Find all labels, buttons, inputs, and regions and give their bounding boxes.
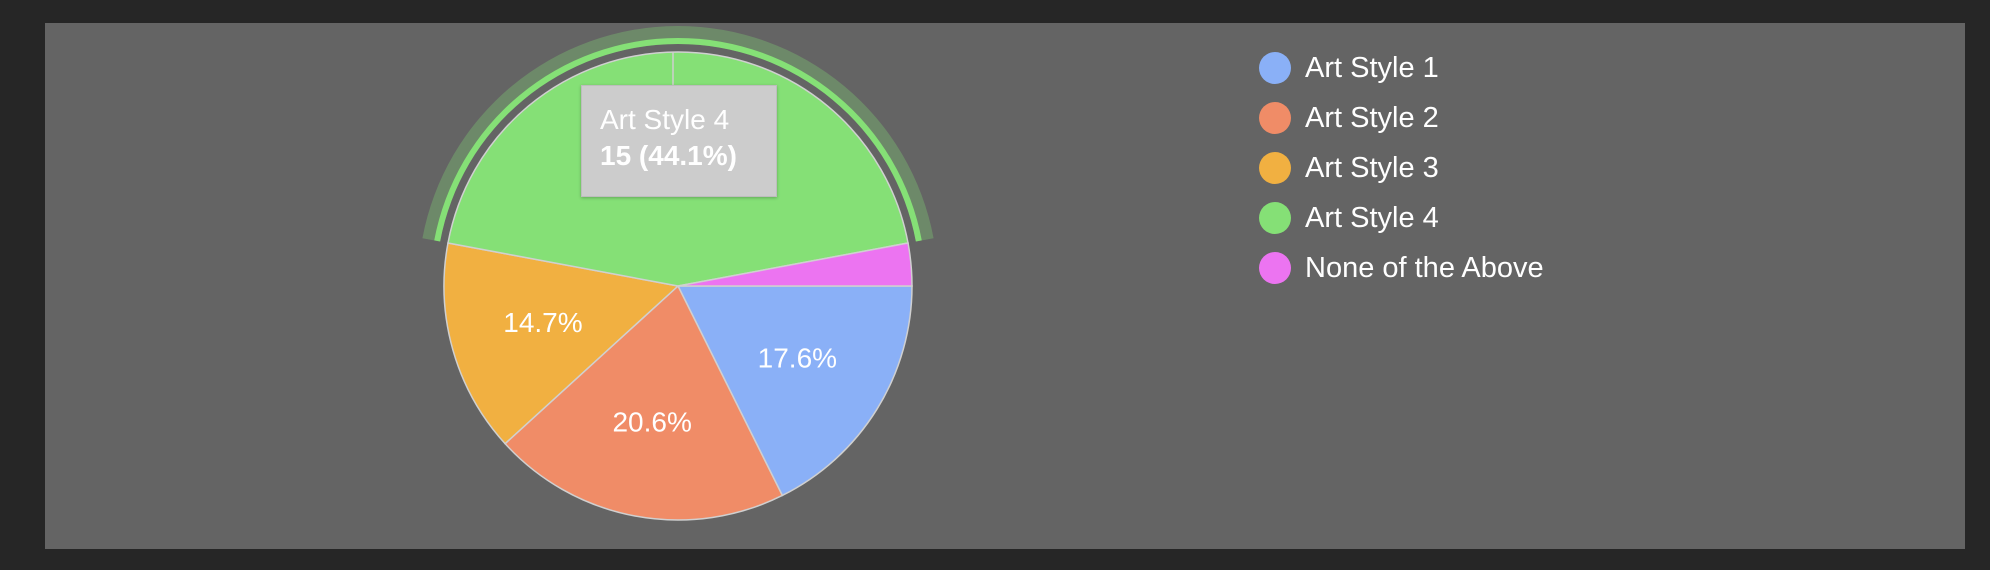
tooltip-value: 15 (44.1%): [600, 140, 737, 171]
legend-swatch: [1259, 102, 1291, 134]
legend-item-art-style-1[interactable]: Art Style 1: [1259, 43, 1544, 93]
legend-label: Art Style 2: [1305, 101, 1439, 134]
legend-swatch: [1259, 152, 1291, 184]
pie-slice-art-style-2[interactable]: [504, 284, 784, 521]
legend-label: Art Style 3: [1305, 151, 1439, 184]
legend-swatch: [1259, 52, 1291, 84]
slice-percent-label: 17.6%: [758, 342, 837, 373]
legend-item-none-of-the-above[interactable]: None of the Above: [1259, 243, 1544, 293]
legend-item-art-style-4[interactable]: Art Style 4: [1259, 193, 1544, 243]
slice-percent-label: 14.7%: [503, 307, 582, 338]
legend-item-art-style-2[interactable]: Art Style 2: [1259, 93, 1544, 143]
legend-label: Art Style 1: [1305, 51, 1439, 84]
pie-chart: 17.6% 20.6% 14.7% Art Style 4 15 (44.1%) A…: [45, 23, 1965, 549]
legend-swatch: [1259, 202, 1291, 234]
slice-percent-label: 20.6%: [612, 406, 691, 437]
legend-item-art-style-3[interactable]: Art Style 3: [1259, 143, 1544, 193]
legend: Art Style 1 Art Style 2 Art Style 3 Art …: [1259, 43, 1544, 293]
slice-tooltip: Art Style 4 15 (44.1%): [581, 85, 777, 197]
pie-slice-art-style-1[interactable]: [676, 285, 913, 497]
pie-slice-none-of-the-above[interactable]: [677, 242, 913, 287]
pie-slice-art-style-3[interactable]: [443, 242, 680, 445]
legend-label: None of the Above: [1305, 251, 1544, 284]
legend-label: Art Style 4: [1305, 201, 1439, 234]
chart-panel: 17.6% 20.6% 14.7% Art Style 4 15 (44.1%) A…: [45, 23, 1965, 549]
tooltip-label: Art Style 4: [600, 104, 730, 135]
legend-swatch: [1259, 252, 1291, 284]
pie-svg: 17.6% 20.6% 14.7%: [422, 25, 934, 521]
